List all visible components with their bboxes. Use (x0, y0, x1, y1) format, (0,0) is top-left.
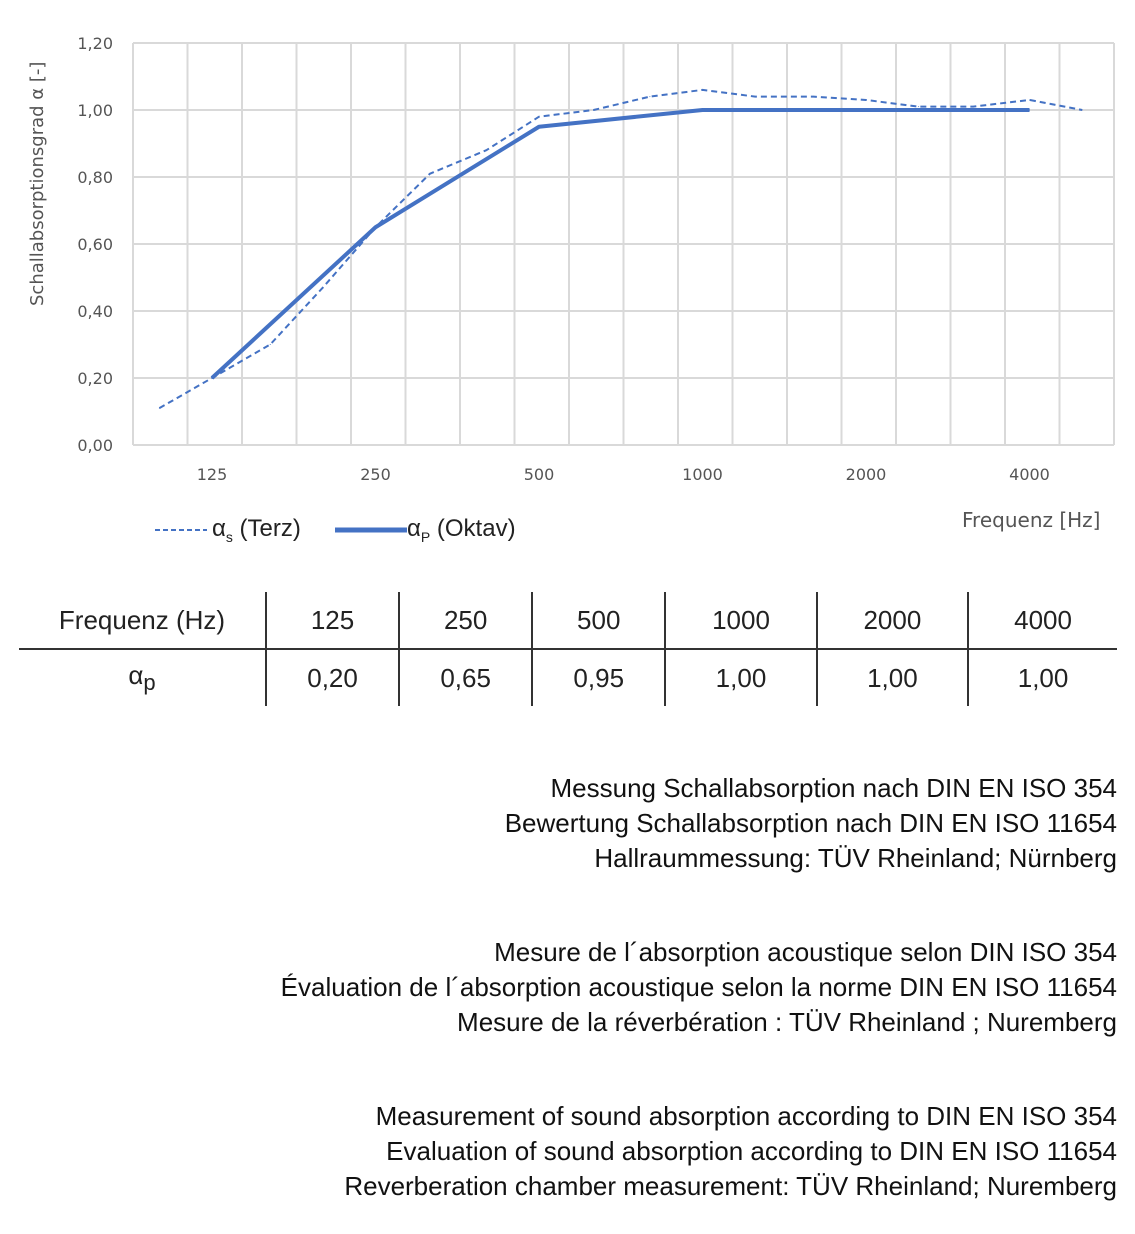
data-point (1081, 109, 1083, 111)
x-tick-label: 250 (360, 465, 391, 484)
y-axis-label: Schallabsorptionsgrad α [-] (27, 62, 48, 306)
x-tick-label: 4000 (1009, 465, 1050, 484)
data-point (1029, 109, 1030, 111)
notes-english: Measurement of sound absorption accordin… (344, 1099, 1117, 1204)
data-point (158, 407, 160, 409)
y-tick-label: 1,00 (77, 101, 113, 120)
series-lines (158, 88, 1083, 410)
data-point (593, 109, 595, 111)
legend-item-terz: αs (Terz) (155, 515, 301, 545)
note-line: Mesure de l´absorption acoustique selon … (494, 937, 1117, 967)
data-point (211, 377, 213, 379)
data-point (269, 344, 271, 345)
y-ticks: 0,00 0,20 0,40 0,60 0,80 1,00 1,20 (77, 34, 113, 455)
data-point (812, 96, 814, 98)
value-cell: 1,00 (664, 649, 817, 706)
x-tick-label: 2000 (846, 465, 887, 484)
header-cell: 250 (398, 592, 533, 650)
notes-german: Messung Schallabsorption nach DIN EN ISO… (505, 771, 1117, 876)
note-line: Measurement of sound absorption accordin… (375, 1101, 1117, 1131)
data-point (702, 89, 703, 91)
y-tick-label: 0,60 (77, 235, 113, 254)
data-point (865, 99, 867, 101)
header-cell: 4000 (967, 592, 1117, 650)
solid-line-swatch (335, 527, 407, 533)
row-label: αp (128, 659, 156, 696)
x-axis-label: Frequenz [Hz] (962, 508, 1101, 532)
legend-label: αs (Terz) (212, 515, 301, 545)
data-point (375, 226, 376, 228)
header-cell: 125 (264, 592, 400, 650)
notes-french: Mesure de l´absorption acoustique selon … (281, 935, 1117, 1040)
value-cell: 1,00 (815, 649, 969, 706)
note-line: Mesure de la réverbération : TÜV Rheinla… (457, 1007, 1117, 1037)
x-ticks: 125 250 500 1000 2000 4000 (197, 465, 1050, 484)
value-cell: 1,00 (967, 649, 1117, 706)
x-tick-label: 500 (524, 465, 555, 484)
data-point (754, 96, 756, 98)
data-point (322, 287, 324, 289)
value-cell: 0,95 (531, 649, 666, 706)
header-cell: 500 (531, 592, 666, 650)
x-tick-label: 125 (197, 465, 228, 484)
data-point (865, 109, 867, 111)
note-line: Évaluation de l´absorption acoustique se… (280, 972, 1117, 1002)
value-cell: 0,20 (264, 649, 400, 706)
table-row: αp 0,20 0,65 0,95 1,00 1,00 1,00 (19, 649, 1117, 706)
absorption-table: Frequenz (Hz) 125 250 500 1000 2000 4000… (19, 592, 1117, 706)
y-tick-label: 0,20 (77, 369, 113, 388)
y-tick-label: 0,00 (77, 436, 113, 455)
y-tick-label: 0,40 (77, 302, 113, 321)
absorption-chart: 0,00 0,20 0,40 0,60 0,80 1,00 1,20 125 250 500 10… (27, 34, 1115, 484)
legend-item-oktav: αP (Oktav) (335, 515, 516, 545)
value-cell: 0,65 (398, 649, 533, 706)
data-point (972, 106, 974, 108)
data-point (538, 126, 540, 128)
header-cell: 1000 (664, 592, 817, 650)
data-point (429, 173, 431, 175)
series-line-1 (210, 108, 1030, 380)
data-point (702, 109, 703, 111)
legend-label: αP (Oktav) (407, 515, 516, 545)
data-point (918, 106, 920, 108)
x-tick-label: 1000 (682, 465, 723, 484)
data-point (1029, 99, 1030, 101)
note-line: Messung Schallabsorption nach DIN EN ISO… (550, 773, 1117, 803)
data-point (538, 116, 540, 118)
note-line: Hallraummessung: TÜV Rheinland; Nürnberg (594, 843, 1117, 873)
header-cell: Frequenz (Hz) (19, 592, 266, 650)
header-cell: 2000 (815, 592, 969, 650)
dashed-line-swatch (155, 528, 207, 531)
table-header-row: Frequenz (Hz) 125 250 500 1000 2000 4000 (19, 592, 1117, 650)
data-point (649, 96, 651, 98)
data-point (485, 149, 487, 151)
note-line: Reverberation chamber measurement: TÜV R… (344, 1171, 1117, 1201)
y-tick-label: 0,80 (77, 168, 113, 187)
note-line: Evaluation of sound absorption according… (386, 1136, 1117, 1166)
series-line-0 (158, 88, 1083, 410)
y-tick-label: 1,20 (77, 34, 113, 53)
note-line: Bewertung Schallabsorption nach DIN EN I… (504, 808, 1117, 838)
